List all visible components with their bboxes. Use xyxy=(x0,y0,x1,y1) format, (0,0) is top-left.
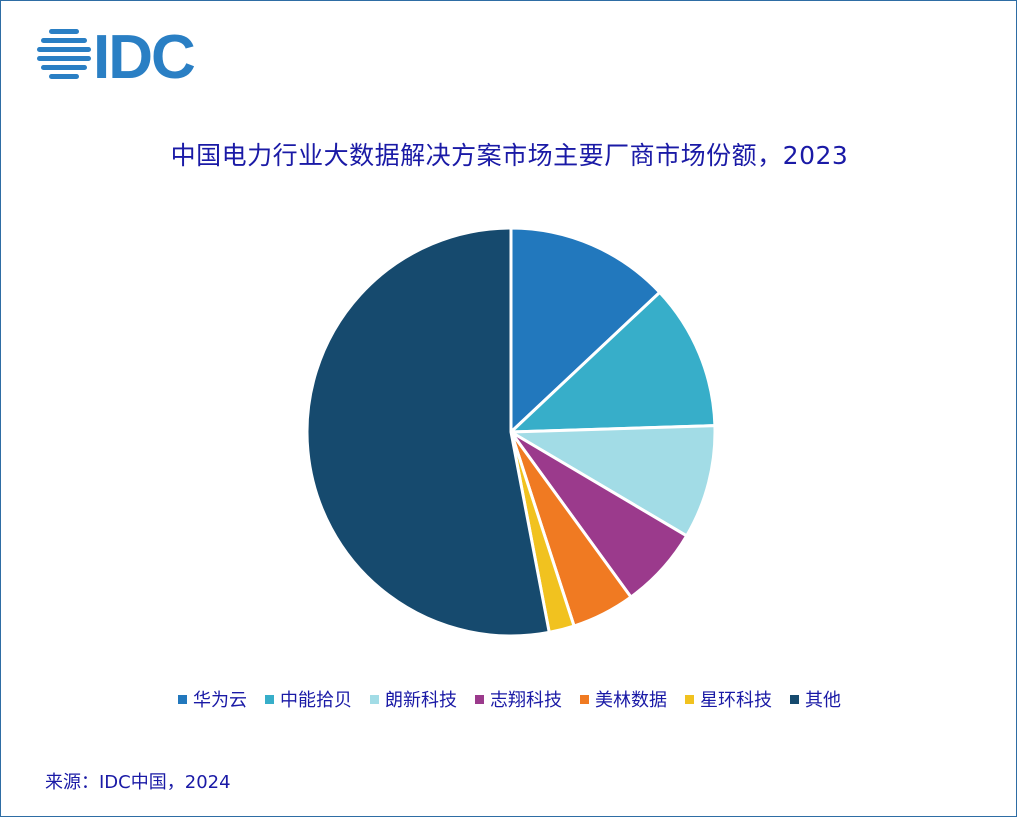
legend-item-3: 志翔科技 xyxy=(475,686,562,712)
legend-label: 志翔科技 xyxy=(490,690,562,711)
legend-swatch xyxy=(790,694,799,704)
chart-title: 中国电力行业大数据解决方案市场主要厂商市场份额，2023 xyxy=(170,141,849,170)
legend-swatch xyxy=(265,694,274,704)
legend-label: 美林数据 xyxy=(595,690,667,711)
legend-item-2: 朗新科技 xyxy=(370,686,457,712)
source-note: 来源：IDC中国，2024 xyxy=(45,772,231,793)
pie-slice-6 xyxy=(305,226,551,638)
pie-slice-2 xyxy=(509,424,717,538)
legend-item-6: 其他 xyxy=(790,686,841,712)
legend-item-0: 华为云 xyxy=(178,686,247,712)
legend-item-1: 中能拾贝 xyxy=(265,686,352,712)
legend-swatch xyxy=(370,694,379,704)
legend-item-5: 星环科技 xyxy=(685,686,772,712)
idc-logo-text: IDC xyxy=(93,23,195,87)
idc-logo: IDC xyxy=(37,23,197,87)
chart-legend: 华为云 中能拾贝 朗新科技 志翔科技 美林数据 星环科技 其他 xyxy=(1,686,1017,712)
legend-item-4: 美林数据 xyxy=(580,686,667,712)
pie-chart xyxy=(305,226,717,638)
legend-label: 星环科技 xyxy=(700,690,772,711)
pie-slices xyxy=(305,226,717,638)
legend-swatch xyxy=(580,694,589,704)
legend-label: 其他 xyxy=(805,690,841,711)
legend-label: 朗新科技 xyxy=(385,690,457,711)
legend-swatch xyxy=(178,694,187,704)
pie-slice-1 xyxy=(509,290,717,434)
legend-swatch xyxy=(475,694,484,704)
legend-swatch xyxy=(685,694,694,704)
legend-label: 华为云 xyxy=(193,690,247,711)
pie-slice-0 xyxy=(509,226,662,434)
legend-label: 中能拾贝 xyxy=(280,690,352,711)
